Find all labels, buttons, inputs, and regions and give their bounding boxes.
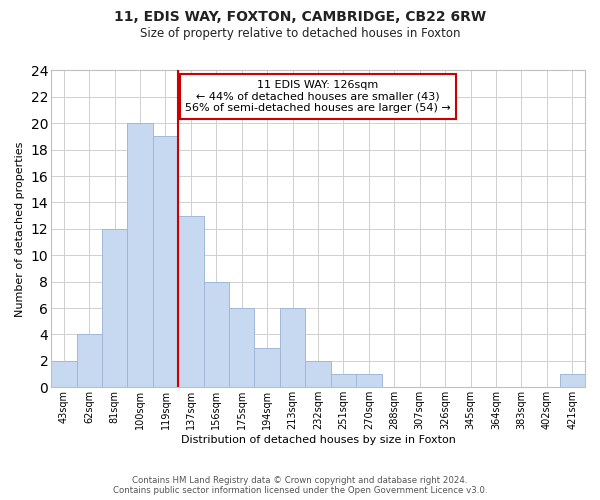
Text: 11, EDIS WAY, FOXTON, CAMBRIDGE, CB22 6RW: 11, EDIS WAY, FOXTON, CAMBRIDGE, CB22 6R… [114, 10, 486, 24]
Bar [203, 282, 229, 388]
Text: Contains HM Land Registry data © Crown copyright and database right 2024.
Contai: Contains HM Land Registry data © Crown c… [113, 476, 487, 495]
Text: 11 EDIS WAY: 126sqm
← 44% of detached houses are smaller (43)
56% of semi-detach: 11 EDIS WAY: 126sqm ← 44% of detached ho… [185, 80, 451, 113]
Bar [77, 334, 102, 388]
Bar [229, 308, 254, 388]
Bar [127, 124, 153, 388]
Bar [153, 136, 178, 388]
Y-axis label: Number of detached properties: Number of detached properties [15, 141, 25, 316]
Bar [356, 374, 382, 388]
Bar [254, 348, 280, 388]
Bar [178, 216, 203, 388]
Bar [305, 361, 331, 388]
Bar [102, 229, 127, 388]
Bar [331, 374, 356, 388]
X-axis label: Distribution of detached houses by size in Foxton: Distribution of detached houses by size … [181, 435, 455, 445]
Bar [280, 308, 305, 388]
Bar [51, 361, 77, 388]
Text: Size of property relative to detached houses in Foxton: Size of property relative to detached ho… [140, 28, 460, 40]
Bar [560, 374, 585, 388]
